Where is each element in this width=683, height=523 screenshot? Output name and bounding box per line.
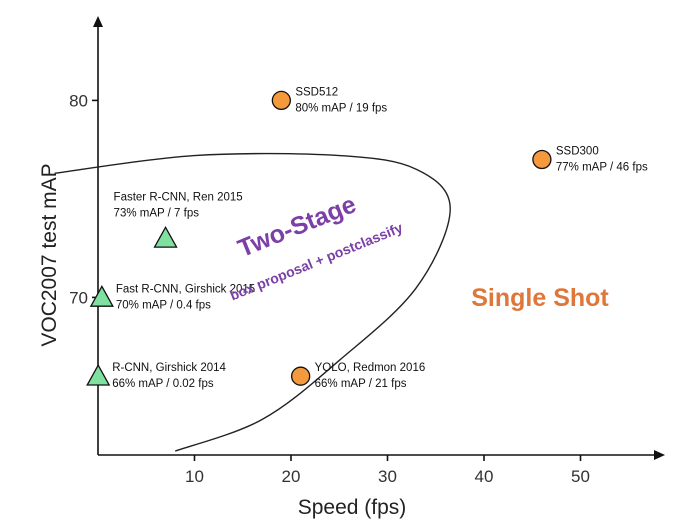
x-tick-label: 20 (282, 467, 301, 486)
point-detail-label: 66% mAP / 0.02 fps (112, 378, 214, 390)
x-axis-arrow (654, 450, 665, 460)
circle-marker (532, 149, 552, 170)
single-shot-title: Single Shot (471, 284, 609, 312)
x-tick-label: 40 (475, 467, 494, 486)
circle-marker (290, 366, 311, 386)
point-name-label: YOLO, Redmon 2016 (315, 362, 426, 374)
point-name-label: SSD300 (556, 146, 599, 158)
point-name-label: SSD512 (295, 86, 338, 98)
point-name-label: Fast R-CNN, Girshick 2015 (116, 283, 255, 295)
point-detail-label: 77% mAP / 46 fps (556, 162, 648, 174)
triangle-marker (153, 225, 178, 248)
two-stage-region-curve (54, 152, 451, 452)
y-axis-arrow (93, 16, 103, 27)
y-tick-label: 80 (69, 91, 88, 110)
y-tick-label: 70 (69, 288, 88, 307)
point-detail-label: 80% mAP / 19 fps (295, 102, 387, 114)
point-name-label: Faster R-CNN, Ren 2015 (114, 191, 243, 203)
x-tick-label: 10 (185, 467, 204, 486)
axes: 10 20 30 40 50 70 80 Speed (fps) VOC2007 test mA… (38, 16, 665, 519)
point-detail-label: 70% mAP / 0.4 fps (116, 299, 211, 311)
data-points: Faster R-CNN, Ren 2015 73% mAP / 7 fps Fas… (86, 86, 648, 390)
point-detail-label: 73% mAP / 7 fps (114, 207, 200, 219)
triangle-marker (86, 363, 111, 386)
y-axis-title: VOC2007 test mAP (38, 163, 61, 346)
x-axis-title: Speed (fps) (298, 496, 407, 519)
triangle-marker (89, 285, 114, 307)
circle-marker (271, 90, 292, 111)
x-tick-label: 30 (378, 467, 397, 486)
point-name-label: R-CNN, Girshick 2014 (112, 362, 226, 374)
x-tick-label: 50 (571, 467, 590, 486)
point-detail-label: 66% mAP / 21 fps (315, 378, 407, 390)
region-boundary (54, 152, 451, 452)
